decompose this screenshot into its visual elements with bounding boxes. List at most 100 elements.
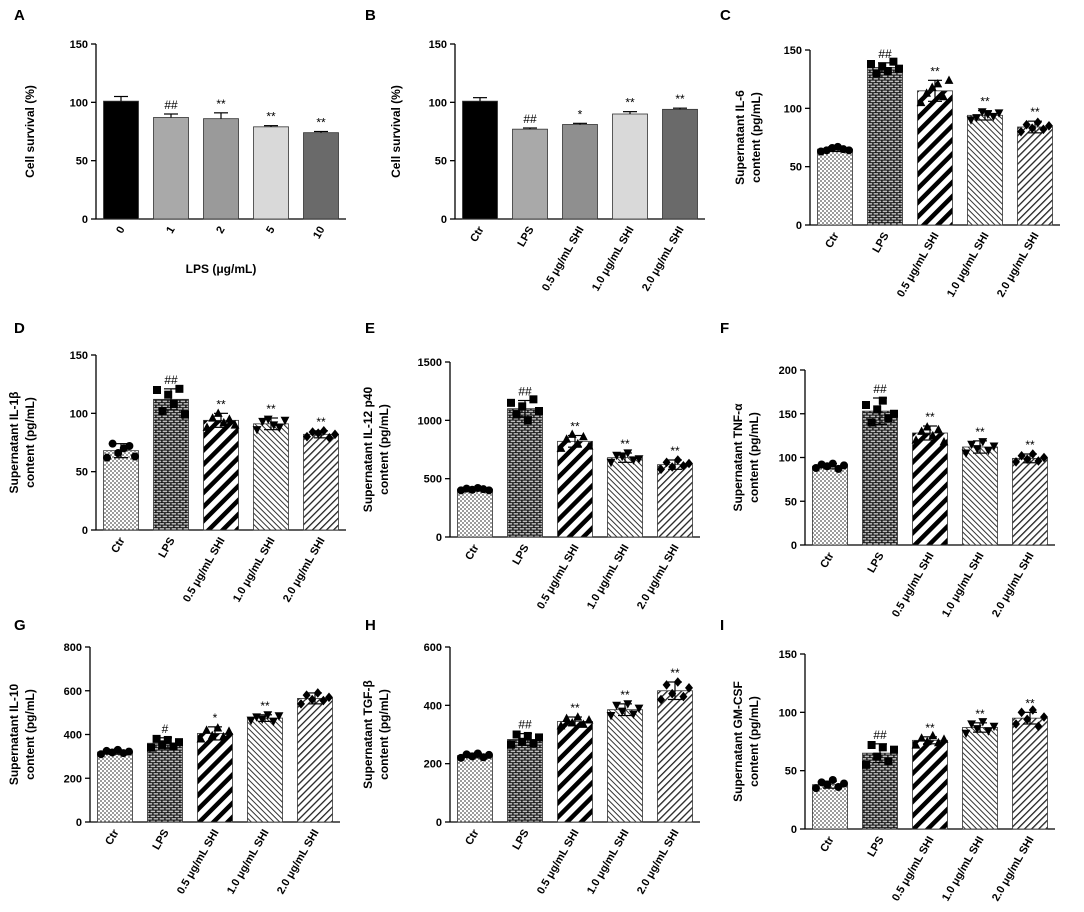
x-tick-label: 1 [164, 225, 177, 236]
data-point [922, 736, 932, 746]
x-tick-label: Ctr [823, 230, 842, 250]
data-point [584, 441, 594, 450]
y-tick-label: 150 [779, 409, 797, 421]
panel-letter: D [14, 320, 25, 337]
data-point [164, 390, 173, 399]
y-tick-label: 150 [429, 39, 447, 51]
significance-label: * [578, 107, 583, 121]
data-point [512, 730, 521, 739]
data-point [567, 718, 577, 727]
data-point [928, 430, 938, 440]
data-point [152, 734, 161, 743]
data-point [1033, 117, 1042, 128]
y-tick-label: 1500 [418, 357, 442, 369]
panel-letter: H [365, 617, 376, 634]
y-tick-label: 200 [424, 759, 442, 771]
panel-g: G 0 200 400 600 800 Supernatant IL-10 content (… [7, 617, 340, 896]
x-axis-label: LPS (μg/mL) [186, 262, 257, 276]
data-point [1023, 714, 1032, 725]
data-point [662, 457, 671, 468]
data-point [623, 700, 633, 709]
data-point [258, 417, 267, 427]
data-point [978, 718, 988, 727]
data-point [916, 97, 926, 107]
panel-e: E 0 500 1000 1500 Supernatant IL-12 p40 conten… [361, 320, 700, 611]
data-point [634, 455, 644, 464]
data-point [485, 486, 493, 495]
bar [817, 148, 853, 226]
data-point [967, 440, 976, 450]
data-point [213, 723, 223, 732]
bar [607, 457, 643, 538]
data-point [1028, 705, 1037, 715]
significance-label: ** [1025, 696, 1035, 710]
data-point [274, 712, 284, 721]
data-point [579, 719, 588, 728]
data-point [933, 79, 943, 88]
bar [457, 488, 493, 538]
bar [153, 117, 189, 220]
data-point [867, 741, 876, 749]
data-point [989, 112, 998, 122]
data-point [181, 410, 189, 419]
data-point [1034, 456, 1043, 466]
y-tick-label: 0 [76, 817, 82, 829]
data-point [867, 60, 875, 68]
x-tick-label: Ctr [818, 834, 837, 854]
y-axis-label: Supernatant IL-1β [7, 392, 21, 494]
data-point [535, 733, 543, 742]
data-point [297, 699, 305, 709]
bar [557, 720, 593, 823]
significance-label: ## [164, 98, 178, 112]
panel-letter: C [720, 7, 731, 24]
data-point [507, 398, 515, 407]
data-point [840, 461, 848, 470]
data-point [972, 725, 982, 734]
panel-f: F 0 50 100 150 200 Supernatant TNF-α content (p… [720, 320, 1055, 619]
x-tick-label: 1.0 μg/mL SHI [945, 231, 992, 300]
x-tick-label: 1.0 μg/mL SHI [585, 543, 632, 612]
data-point [1039, 124, 1048, 135]
data-point [114, 449, 123, 457]
significance-label: ** [980, 95, 990, 109]
y-tick-label: 200 [779, 365, 797, 377]
data-point [983, 110, 993, 119]
significance-label: ** [216, 397, 226, 411]
data-point [584, 715, 594, 724]
x-tick-label: LPS [516, 225, 537, 250]
data-point [944, 75, 954, 84]
data-point [934, 737, 943, 747]
data-point [657, 694, 665, 705]
x-tick-label: LPS [511, 828, 532, 853]
data-point [269, 421, 279, 430]
data-point [1022, 119, 1031, 130]
data-point [673, 677, 682, 687]
y-tick-label: 50 [435, 156, 447, 168]
bar [812, 465, 848, 546]
x-tick-label: LPS [151, 828, 172, 853]
x-tick-label: LPS [866, 835, 887, 860]
x-tick-label: Ctr [463, 827, 482, 847]
data-point [606, 458, 616, 468]
data-point [873, 752, 882, 761]
x-tick-label: 0 [114, 225, 127, 236]
panel-h: H 0 200 400 600 Supernatant TGF-β content (pg/… [361, 617, 700, 896]
bar [507, 739, 543, 823]
data-point [939, 734, 949, 743]
x-tick-label: 1.0 μg/mL SHI [590, 225, 637, 294]
data-point [208, 413, 217, 422]
data-point [263, 415, 273, 424]
data-point [966, 116, 976, 125]
bar [507, 408, 543, 538]
data-point [812, 784, 820, 793]
bar [512, 128, 548, 220]
data-point [196, 734, 206, 743]
data-point [939, 91, 948, 101]
bar [662, 108, 698, 220]
data-point [679, 461, 688, 471]
data-point [473, 749, 482, 758]
y-axis-label: Supernatant GM-CSF [731, 681, 745, 802]
data-point [325, 433, 334, 443]
data-point [911, 435, 921, 444]
